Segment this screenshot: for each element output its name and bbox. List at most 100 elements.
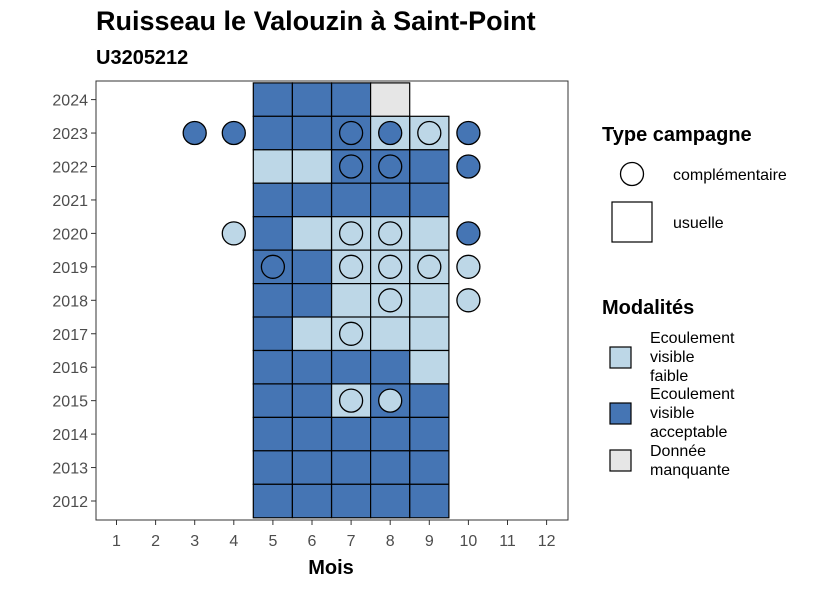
tile-2015-6 [291,383,333,418]
point-2023-8 [378,120,403,146]
tile-2012-7 [331,483,372,519]
chart-title: Ruisseau le Valouzin à Saint-Point [96,6,536,36]
tile-2016-7 [331,349,372,385]
legend-swatch-faible [609,346,632,369]
y-tick-label-2017: 2017 [52,327,88,344]
y-tick-label-2014: 2014 [52,427,88,444]
tile-2018-9 [409,283,450,318]
point-2018-10 [456,288,481,313]
x-tick-label-11: 11 [499,533,516,550]
tile-2013-7 [331,450,372,485]
tile-2023-5 [252,115,294,151]
tile-2014-9 [409,416,450,452]
point-2019-7 [338,254,364,279]
y-tick-label-2015: 2015 [52,394,88,411]
x-tick-label-12: 12 [538,533,556,550]
y-tick-label-2024: 2024 [52,93,88,110]
tile-2016-6 [291,349,333,385]
tile-2017-8 [370,316,411,352]
legend-modalite-label-acceptable-1: visible [650,405,695,422]
legend-modalite-label-faible-2: faible [650,368,688,385]
legend-swatch-manquante [609,449,632,472]
y-tick-label-2018: 2018 [52,293,88,310]
point-2015-8 [378,388,403,413]
tile-2014-8 [370,416,411,452]
x-tick-label-6: 6 [308,533,317,550]
tile-2013-5 [252,450,294,485]
tile-2016-9 [409,349,450,385]
point-2017-7 [338,321,364,346]
point-2023-3 [182,120,207,146]
legend-modalites-title: Modalités [602,297,694,319]
tile-2021-6 [291,182,333,218]
legend-modalite-label-manquante-1: manquante [650,462,730,479]
tile-2024-5 [252,82,294,118]
legend-modalite-label-acceptable-2: acceptable [650,424,727,441]
y-tick-label-2019: 2019 [52,260,88,277]
y-tick-label-2020: 2020 [52,226,88,243]
tile-2024-7 [331,82,372,118]
legend-square-key [611,201,653,243]
point-2019-10 [456,254,481,279]
tile-2017-6 [291,316,333,352]
tile-2015-5 [252,383,294,418]
point-2019-9 [417,254,442,279]
x-axis: 1 2 3 4 5 6 7 8 9 10 11 12 [112,520,556,550]
point-2022-7 [338,154,364,179]
legend-modalite-label-acceptable-0: Ecoulement [650,386,735,403]
point-2020-10 [456,221,481,246]
tile-2021-7 [331,182,372,218]
y-tick-label-2023: 2023 [52,126,88,143]
y-tick-label-2021: 2021 [52,193,88,210]
tile-2021-9 [409,182,450,218]
tile-2022-5 [252,149,294,184]
point-2022-8 [378,154,403,179]
tiles-layer [252,82,450,519]
tile-2023-6 [291,115,333,151]
tile-2016-5 [252,349,294,385]
tile-2017-5 [252,316,294,352]
tile-2021-5 [252,182,294,218]
tile-2018-7 [331,283,372,318]
tile-2013-8 [370,450,411,485]
x-tick-label-1: 1 [112,533,121,550]
legend-modalite-label-manquante-0: Donnée [650,443,706,460]
legend-circle-key [619,161,645,187]
y-tick-label-2013: 2013 [52,461,88,478]
point-2019-8 [378,254,403,279]
tile-2024-6 [291,82,333,118]
y-axis: 2012 2013 2014 2015 2016 2017 2018 2019 2020 2021… [52,93,96,511]
tile-2015-9 [409,383,450,418]
tile-2018-6 [291,283,333,318]
x-tick-label-7: 7 [347,533,356,550]
x-tick-label-10: 10 [460,533,478,550]
point-2023-10 [456,120,481,146]
tile-2013-6 [291,450,333,485]
point-2019-5 [260,254,286,279]
tile-2021-8 [370,182,411,218]
legend-modalite-label-faible-0: Ecoulement [650,330,735,347]
tile-2013-9 [409,450,450,485]
plot-area: 1 2 3 4 5 6 7 8 9 10 11 12 201220132014201520162017… [52,80,569,550]
x-tick-label-9: 9 [425,533,434,550]
x-tick-label-4: 4 [229,533,238,550]
y-tick-label-2012: 2012 [52,494,88,511]
tile-2020-5 [252,216,294,251]
tile-2017-9 [409,316,450,352]
x-tick-label-2: 2 [151,533,160,550]
legend-swatch-acceptable [609,402,632,425]
tile-2012-9 [409,483,450,519]
point-2020-7 [338,221,364,246]
tile-2016-8 [370,349,411,385]
tile-2019-6 [291,249,333,285]
tile-2022-6 [291,149,333,184]
tile-2014-6 [291,416,333,452]
tile-2018-5 [252,283,294,318]
x-axis-label: Mois [308,557,354,579]
tile-2012-5 [252,483,294,519]
tile-2012-6 [291,483,333,519]
tile-2024-8 [370,82,411,118]
tile-2012-8 [370,483,411,519]
legend-type-label-1: usuelle [673,215,724,232]
